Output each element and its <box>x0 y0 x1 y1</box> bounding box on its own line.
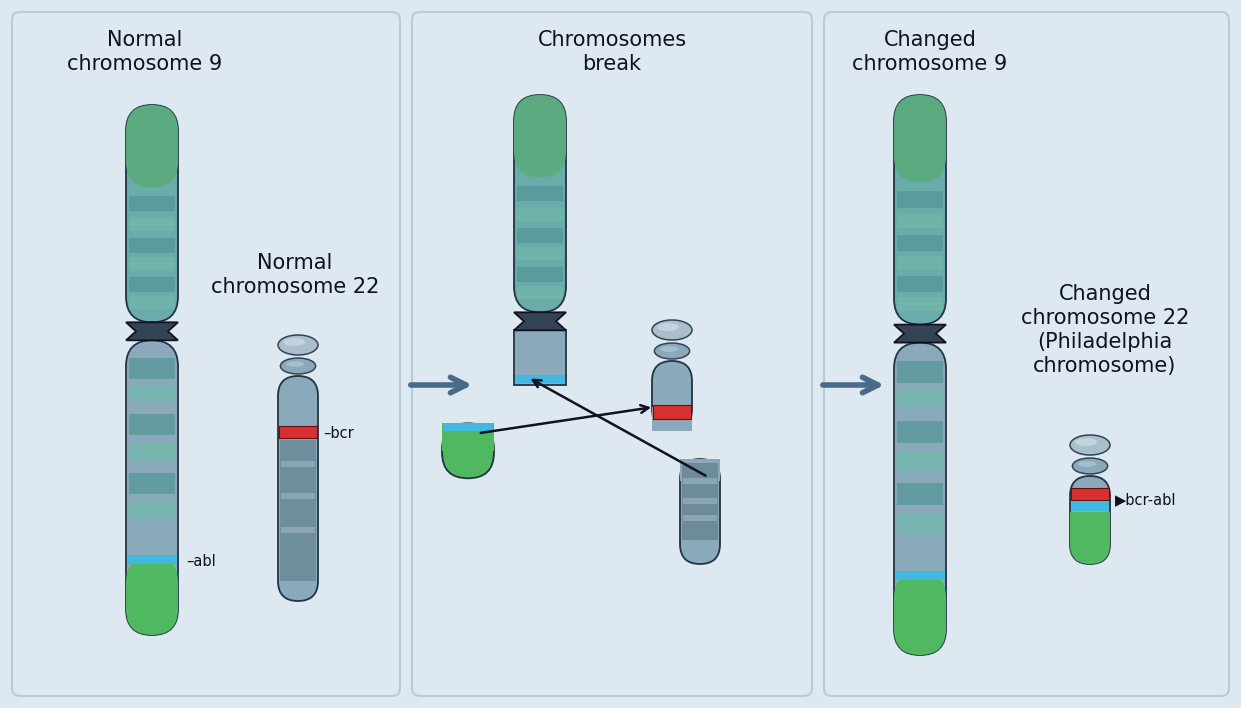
FancyBboxPatch shape <box>894 343 946 655</box>
Text: Chromosomes
break: Chromosomes break <box>537 30 686 74</box>
Bar <box>280 527 315 533</box>
Bar <box>897 256 943 270</box>
FancyBboxPatch shape <box>652 361 692 429</box>
Bar <box>1070 512 1109 532</box>
Bar <box>129 503 175 520</box>
Polygon shape <box>894 324 946 343</box>
Ellipse shape <box>1070 435 1109 455</box>
Bar <box>129 443 175 461</box>
Bar <box>897 215 943 228</box>
Bar <box>280 440 316 581</box>
FancyBboxPatch shape <box>127 556 177 635</box>
FancyBboxPatch shape <box>278 376 318 601</box>
FancyBboxPatch shape <box>412 12 812 696</box>
Bar <box>280 493 315 499</box>
Bar <box>517 227 563 243</box>
Ellipse shape <box>654 343 690 359</box>
Text: –bcr: –bcr <box>323 426 354 441</box>
FancyBboxPatch shape <box>894 95 946 324</box>
Bar <box>897 191 943 207</box>
Bar <box>680 459 720 481</box>
Text: Normal
chromosome 9: Normal chromosome 9 <box>67 30 222 74</box>
Polygon shape <box>514 312 566 331</box>
Ellipse shape <box>656 323 679 331</box>
Bar <box>683 515 717 521</box>
Text: Changed
chromosome 22
(Philadelphia
chromosome): Changed chromosome 22 (Philadelphia chro… <box>1021 284 1189 376</box>
Text: ▶bcr-abl: ▶bcr-abl <box>1114 493 1176 508</box>
Ellipse shape <box>1075 438 1097 446</box>
Bar <box>129 257 175 270</box>
Ellipse shape <box>652 320 692 340</box>
FancyBboxPatch shape <box>127 105 177 188</box>
FancyBboxPatch shape <box>680 459 720 564</box>
Ellipse shape <box>278 335 318 355</box>
FancyBboxPatch shape <box>514 95 566 312</box>
Bar <box>443 423 493 431</box>
Bar <box>652 407 692 431</box>
Bar <box>515 375 565 383</box>
Bar <box>897 421 943 442</box>
Bar <box>279 426 316 438</box>
Bar <box>897 483 943 505</box>
Ellipse shape <box>1072 458 1108 474</box>
FancyBboxPatch shape <box>894 95 946 182</box>
Text: Changed
chromosome 9: Changed chromosome 9 <box>853 30 1008 74</box>
Bar <box>129 473 175 493</box>
Bar <box>897 515 943 533</box>
Bar <box>1071 488 1109 500</box>
FancyBboxPatch shape <box>12 12 400 696</box>
Bar <box>129 384 175 402</box>
Bar <box>442 423 494 451</box>
Bar <box>514 331 566 385</box>
FancyBboxPatch shape <box>127 341 177 635</box>
Bar <box>517 186 563 202</box>
Bar <box>129 358 175 379</box>
FancyBboxPatch shape <box>442 423 494 479</box>
Bar <box>683 463 719 540</box>
Bar <box>129 196 175 212</box>
Ellipse shape <box>283 338 305 346</box>
Bar <box>897 235 943 251</box>
Bar <box>683 479 717 484</box>
Bar <box>517 247 563 260</box>
Bar <box>897 389 943 409</box>
Bar <box>280 461 315 467</box>
Bar <box>129 218 175 231</box>
Polygon shape <box>127 322 177 341</box>
Bar <box>653 405 691 419</box>
Ellipse shape <box>285 361 304 367</box>
Bar <box>517 267 563 282</box>
Bar <box>1071 501 1109 511</box>
FancyBboxPatch shape <box>127 105 177 322</box>
Bar <box>517 208 563 221</box>
FancyBboxPatch shape <box>1070 476 1109 564</box>
Text: Normal
chromosome 22: Normal chromosome 22 <box>211 253 380 297</box>
Bar <box>897 297 943 311</box>
Bar <box>127 556 177 564</box>
FancyBboxPatch shape <box>824 12 1229 696</box>
Bar <box>129 414 175 435</box>
Bar <box>129 277 175 292</box>
Text: –abl: –abl <box>186 554 216 569</box>
Ellipse shape <box>1078 461 1096 467</box>
FancyBboxPatch shape <box>1070 512 1109 564</box>
Bar <box>895 571 944 580</box>
Bar <box>897 276 943 292</box>
Bar <box>897 361 943 383</box>
Bar <box>129 238 175 253</box>
Bar <box>517 286 563 299</box>
FancyBboxPatch shape <box>514 95 566 178</box>
Bar <box>897 452 943 471</box>
Ellipse shape <box>280 358 315 374</box>
Ellipse shape <box>660 346 678 352</box>
Bar <box>129 296 175 309</box>
FancyBboxPatch shape <box>894 571 946 655</box>
Bar <box>683 498 717 503</box>
